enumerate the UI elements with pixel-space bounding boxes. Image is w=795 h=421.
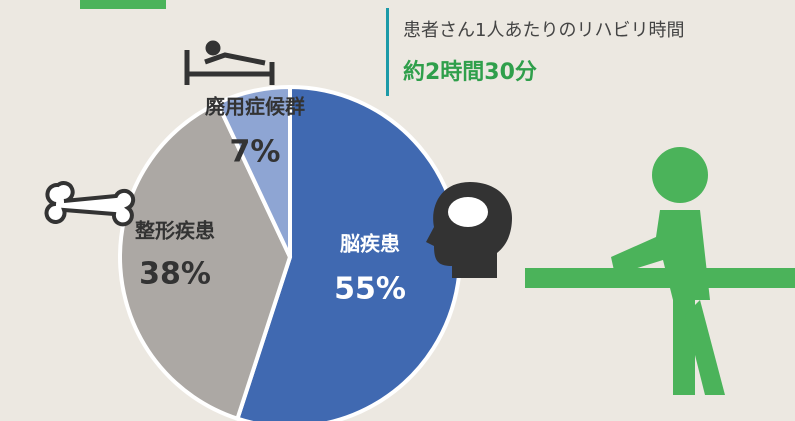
- pie-slice: [234, 84, 462, 421]
- pie-slice: [118, 100, 293, 421]
- slice-label: 廃用症候群: [205, 95, 305, 119]
- slice-value: 7%: [230, 135, 281, 170]
- bed-icon: [184, 40, 275, 85]
- rehab-figure: [525, 147, 795, 395]
- annotation-rule: [386, 8, 389, 96]
- accent-bar: [80, 0, 166, 9]
- slice-label: 整形疾患: [134, 219, 215, 243]
- annotation-value: 約2時間30分: [403, 59, 537, 85]
- bone-icon: [44, 181, 136, 227]
- pie-slice: [214, 84, 292, 258]
- slice-label: 脳疾患: [339, 232, 400, 256]
- slice-value: 38%: [139, 257, 211, 292]
- head-icon: [426, 182, 512, 278]
- slice-value: 55%: [334, 272, 406, 307]
- annotation: 患者さん1人あたりのリハビリ時間: [403, 20, 684, 41]
